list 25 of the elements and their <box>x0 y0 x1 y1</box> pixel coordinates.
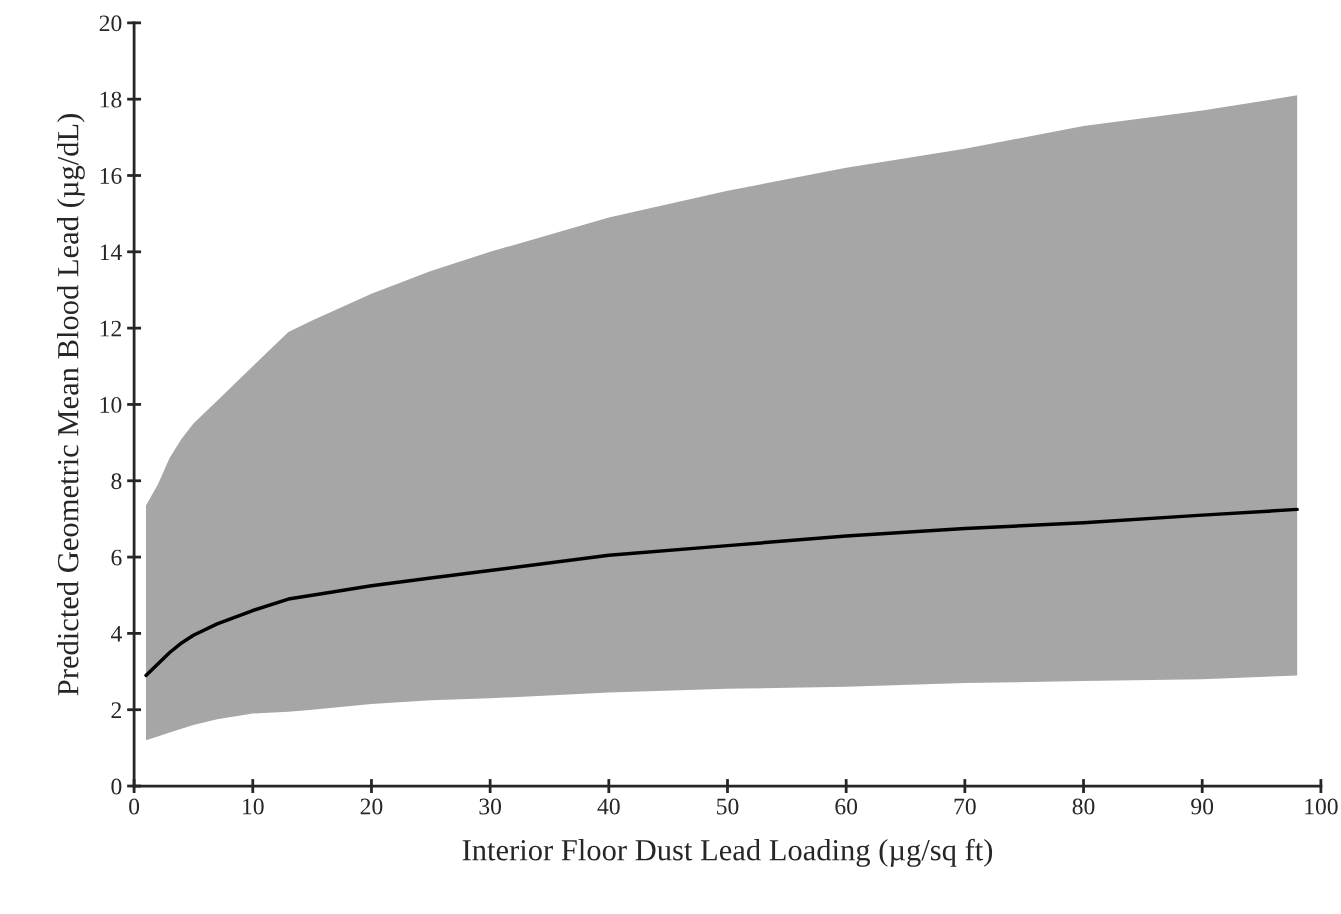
y-tick-label: 10 <box>100 396 122 413</box>
x-tick-label: 20 <box>360 798 383 815</box>
x-tick-label: 100 <box>1305 798 1338 815</box>
y-tick-label: 16 <box>100 168 122 184</box>
x-tick-label: 80 <box>1072 798 1095 815</box>
x-tick-label: 70 <box>954 798 976 815</box>
y-tick-label: 12 <box>100 320 121 337</box>
y-tick-label: 0 <box>111 778 122 795</box>
x-tick-label: 30 <box>479 798 502 815</box>
x-tick-label: 90 <box>1191 798 1214 815</box>
y-tick-label: 4 <box>110 626 122 642</box>
line-series <box>144 507 1299 678</box>
y-tick-label: 18 <box>100 91 122 108</box>
y-tick-label: 6 <box>111 549 122 566</box>
y-tick-label: 2 <box>111 702 121 718</box>
x-tick-label: 60 <box>835 798 858 815</box>
x-tick-label: 40 <box>597 798 620 815</box>
x-tick-label: 50 <box>717 798 739 815</box>
x-tick-label: 0 <box>129 798 140 815</box>
y-tick-label: 14 <box>100 244 122 260</box>
x-axis-title: Interior Floor Dust Lead Loading (µg/sq ft) <box>462 838 993 867</box>
y-tick-label: 20 <box>99 15 122 32</box>
x-tick-label: 10 <box>243 798 264 815</box>
y-axis-title: Predicted Geometric Mean Blood Lead (µg/dL) <box>57 114 85 696</box>
y-tick-label: 8 <box>111 473 122 490</box>
